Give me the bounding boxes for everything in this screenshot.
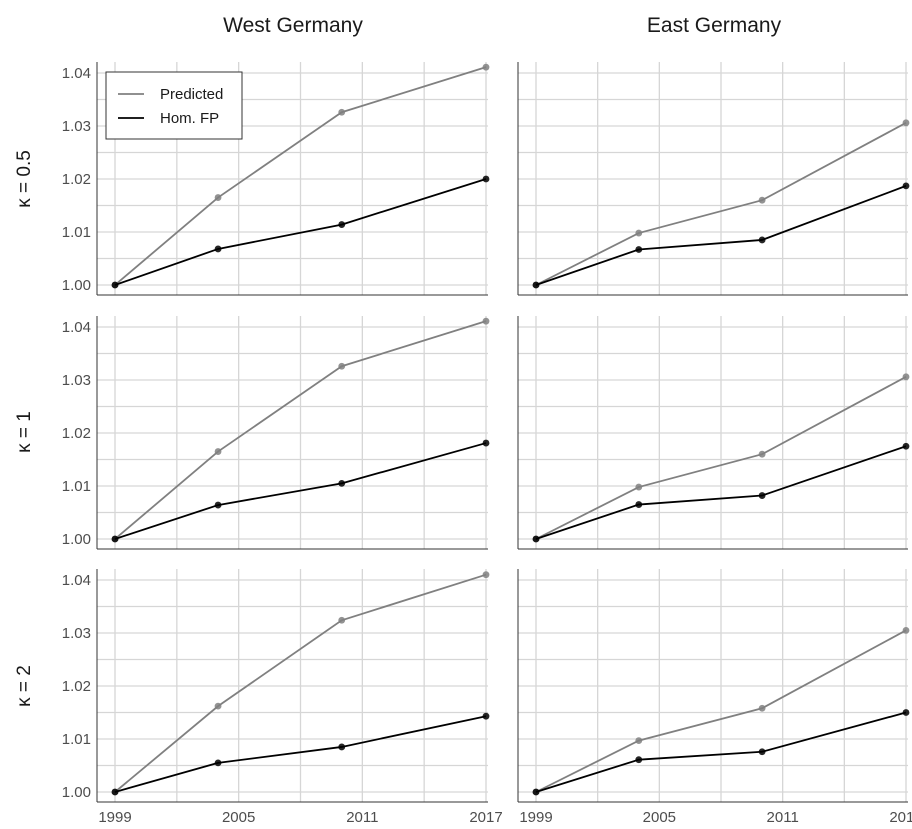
- data-point-hom-fp: [532, 535, 540, 543]
- data-point-predicted: [338, 108, 346, 116]
- x-tick-label: 2005: [222, 809, 255, 826]
- row-label-kappa-1: κ = 1: [14, 411, 35, 453]
- data-point-hom-fp: [111, 788, 119, 796]
- data-point-predicted: [758, 704, 766, 712]
- row-label-kappa-2: κ = 2: [14, 665, 35, 707]
- y-tick-label: 1.00: [62, 784, 91, 801]
- series-line-predicted: [535, 376, 907, 540]
- y-tick-label: 1.00: [62, 277, 91, 294]
- series-line-predicted: [535, 629, 907, 793]
- y-tick-label: 1.01: [62, 224, 91, 241]
- x-tick-label: 2017: [469, 809, 502, 826]
- series-line-predicted: [114, 573, 487, 793]
- data-point-hom-fp: [758, 236, 766, 244]
- series-line-predicted: [114, 320, 487, 540]
- series-line-hom-fp: [535, 445, 907, 540]
- data-point-hom-fp: [902, 709, 910, 716]
- y-tick-label: 1.03: [62, 118, 91, 135]
- series-line-predicted: [535, 122, 907, 286]
- x-tick-label: 1999: [98, 809, 131, 826]
- data-point-predicted: [482, 63, 490, 71]
- y-tick-label: 1.03: [62, 372, 91, 389]
- panel-r0-c0: 1.00 1.01 1.02 1.03 1.04: [62, 62, 490, 296]
- series-line-hom-fp: [114, 178, 487, 286]
- data-point-predicted: [635, 483, 643, 491]
- data-point-predicted: [902, 373, 910, 381]
- data-point-predicted: [758, 450, 766, 458]
- legend-box: [105, 71, 243, 140]
- data-point-predicted: [338, 362, 346, 370]
- data-point-predicted: [635, 229, 643, 237]
- data-point-hom-fp: [635, 246, 643, 253]
- data-point-hom-fp: [214, 501, 222, 509]
- data-point-hom-fp: [902, 182, 910, 190]
- data-point-hom-fp: [338, 479, 346, 487]
- legend-label-predicted: Predicted: [160, 86, 223, 103]
- data-point-predicted: [338, 616, 346, 624]
- data-point-predicted: [902, 626, 910, 634]
- data-point-hom-fp: [111, 281, 119, 289]
- data-point-predicted: [902, 119, 910, 127]
- data-point-hom-fp: [214, 245, 222, 253]
- data-point-predicted: [635, 737, 643, 744]
- panel-r0-c1: [517, 62, 910, 296]
- y-tick-label: 1.02: [62, 171, 91, 188]
- panel-r1-c1: [517, 316, 910, 550]
- series-line-hom-fp: [535, 185, 907, 286]
- x-tick-label: 2011: [767, 809, 799, 826]
- data-point-predicted: [482, 571, 490, 579]
- series-line-hom-fp: [114, 715, 487, 793]
- y-tick-label: 1.01: [62, 731, 91, 748]
- y-tick-label: 1.02: [62, 425, 91, 442]
- data-point-hom-fp: [214, 759, 222, 767]
- data-point-predicted: [214, 448, 222, 455]
- x-tick-label: 1999: [519, 809, 552, 826]
- data-point-hom-fp: [532, 281, 540, 289]
- data-point-predicted: [214, 702, 222, 710]
- x-tick-label: 2005: [643, 809, 676, 826]
- data-point-predicted: [482, 317, 490, 325]
- data-point-hom-fp: [635, 756, 643, 764]
- row-label-kappa-0-5: κ = 0.5: [14, 150, 35, 208]
- column-title-east: East Germany: [647, 14, 782, 37]
- data-point-predicted: [758, 196, 766, 204]
- y-tick-label: 1.03: [62, 625, 91, 642]
- x-tick-label: 2017: [889, 809, 912, 826]
- y-tick-label: 1.00: [62, 531, 91, 548]
- panel-r1-c0: 1.00 1.01 1.02 1.03 1.04: [62, 316, 490, 550]
- data-point-hom-fp: [482, 712, 490, 720]
- panel-r2-c0: 1.00 1.01 1.02 1.03 1.04 1999 2005 2011 2017: [62, 569, 503, 826]
- panels: 1.00 1.01 1.02 1.03 1.04 1.00 1.01 1.02 1.03 1.04…: [62, 62, 912, 826]
- column-title-west: West Germany: [223, 14, 363, 37]
- y-tick-label: 1.04: [62, 572, 91, 589]
- data-point-hom-fp: [635, 501, 643, 508]
- data-point-hom-fp: [482, 439, 490, 447]
- y-tick-label: 1.02: [62, 678, 91, 695]
- data-point-hom-fp: [758, 492, 766, 499]
- y-tick-label: 1.01: [62, 478, 91, 495]
- series-line-hom-fp: [535, 711, 907, 793]
- data-point-hom-fp: [338, 221, 346, 228]
- series-line-hom-fp: [114, 442, 487, 540]
- data-point-hom-fp: [482, 175, 490, 183]
- data-point-hom-fp: [111, 535, 119, 543]
- data-point-hom-fp: [338, 743, 346, 751]
- data-point-predicted: [214, 194, 222, 201]
- data-point-hom-fp: [902, 442, 910, 450]
- y-tick-label: 1.04: [62, 65, 91, 82]
- x-tick-label: 2011: [346, 809, 378, 826]
- series-line-predicted: [114, 66, 487, 286]
- data-point-hom-fp: [758, 748, 766, 756]
- data-point-hom-fp: [532, 788, 540, 796]
- legend: Predicted Hom. FP: [105, 71, 243, 140]
- panel-r2-c1: 1999 2005 2011 2017: [517, 569, 912, 826]
- legend-label-hom-fp: Hom. FP: [160, 110, 219, 127]
- y-tick-label: 1.04: [62, 319, 91, 336]
